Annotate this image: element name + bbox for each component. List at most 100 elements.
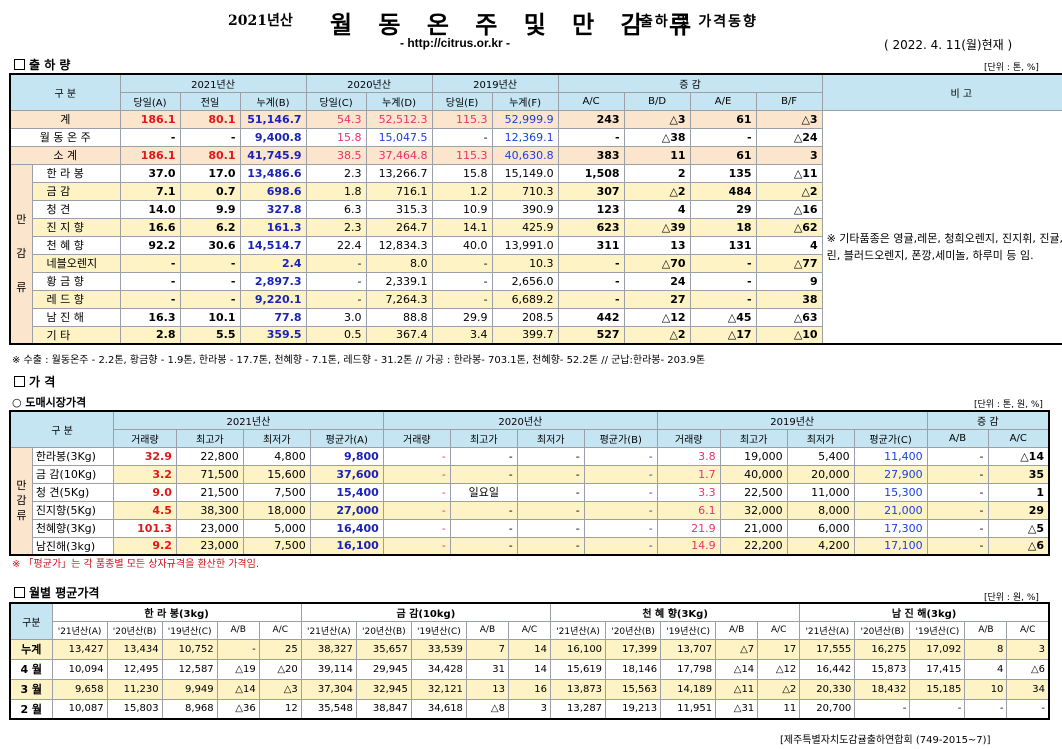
- wholesale-title: ○ 도매시장가격: [12, 396, 87, 409]
- row-label: 소 계: [9, 145, 121, 165]
- table-cell: 2.8: [119, 325, 181, 345]
- table-row: 만 감 류 한라봉(3Kg) 32.9 22,800 4,800 9,800- - - -3.8 19…: [9, 446, 1050, 556]
- group-header: 금 감(10kg): [300, 602, 552, 622]
- table-cell: 15,873: [854, 658, 911, 680]
- table-cell: 54.3: [305, 109, 367, 129]
- table-cell: 17,798: [660, 658, 717, 680]
- row-label: 한 라 봉: [31, 163, 121, 183]
- table-cell: 34,618: [410, 698, 467, 720]
- checkbox-icon: [14, 59, 25, 70]
- table-cell: 5,400: [786, 446, 855, 466]
- row-label: 청 견(5Kg): [31, 482, 114, 502]
- table-cell: △31: [715, 698, 759, 720]
- column-header: 최고가: [175, 428, 244, 448]
- table-cell: -: [431, 127, 493, 147]
- column-header: A/C: [1006, 620, 1050, 640]
- table-cell: 16,100: [309, 536, 384, 556]
- column-header: 평균가(C): [853, 428, 928, 448]
- group-header: 2019년산: [431, 73, 559, 93]
- table-row: 4 월 10,094 12,495 12,587 △19 △20 39,114 29,945 3…: [9, 658, 1050, 680]
- table-cell: △24: [755, 127, 823, 147]
- table-cell: 3: [755, 145, 823, 165]
- table-cell: 6.3: [305, 199, 367, 219]
- table-cell: 11,000: [786, 482, 855, 502]
- checkbox-icon: [14, 587, 25, 598]
- table-cell: 20,000: [786, 464, 855, 484]
- table-cell: 88.8: [365, 307, 433, 327]
- table-cell: 4: [623, 199, 691, 219]
- side-label-char: 류: [16, 509, 27, 523]
- table-row: 남 진 해 16.3 10.1 77.8 3.0 88.8 29.9 208.5 442 △12 △…: [10, 307, 1062, 327]
- column-header: 누계(B): [239, 91, 307, 111]
- table-cell: 12,495: [106, 658, 163, 680]
- table-cell: 115.3: [431, 109, 493, 129]
- table-cell: 13: [623, 235, 691, 255]
- table-cell: 6.2: [179, 217, 241, 237]
- column-header: '19년산(C): [410, 620, 467, 640]
- row-label: 누계: [9, 638, 53, 660]
- table-cell: 5,000: [242, 518, 311, 538]
- table-cell: 8.0: [365, 253, 433, 273]
- table-row: 금 감(10Kg) 3.2 71,500 15,600 37,600- - - -1.7 40,…: [10, 464, 1050, 484]
- row-label: 금 감: [31, 181, 121, 201]
- monthly-table: 구분 한 라 봉(3kg) 금 감(10kg) 천 혜 향(3Kg) 남 진 해(3kg…: [9, 602, 1050, 720]
- table-cell: 34,428: [410, 658, 467, 680]
- table-cell: -: [557, 253, 625, 273]
- price-note: ※ 「평균가」는 각 품종별 모든 상자규격을 환산한 가격임.: [12, 559, 260, 570]
- table-cell: 14,514.7: [239, 235, 307, 255]
- site-url[interactable]: - http://citrus.or.kr -: [400, 36, 511, 50]
- table-cell: -: [382, 482, 451, 502]
- table-row: 레 드 향 - -9,220.1-7,264.3-6,689.2-27-38: [10, 289, 1062, 309]
- table-cell: 18,000: [242, 500, 311, 520]
- column-header: 누계(F): [491, 91, 559, 111]
- table-cell: 115.3: [431, 145, 493, 165]
- column-header: B/D: [623, 91, 691, 111]
- table-cell: 4.5: [112, 500, 177, 520]
- table-cell: 16,400: [309, 518, 384, 538]
- table-cell: 11: [757, 698, 801, 720]
- table-cell: 3: [507, 698, 552, 720]
- column-header: 당일(A): [119, 91, 181, 111]
- table-cell: 13,427: [51, 638, 108, 660]
- table-cell: △6: [1006, 658, 1050, 680]
- table-header-row: 구분 한 라 봉(3kg) 금 감(10kg) 천 혜 향(3Kg) 남 진 해(3kg…: [9, 602, 1050, 640]
- table-cell: -: [179, 271, 241, 291]
- table-cell: 35: [987, 464, 1050, 484]
- table-cell: -: [926, 500, 989, 520]
- table-cell: △11: [755, 163, 823, 183]
- table-cell: 161.3: [239, 217, 307, 237]
- table-cell: -: [854, 698, 911, 720]
- column-header: 구 분: [9, 73, 121, 111]
- table-cell: -: [119, 127, 181, 147]
- table-cell: 33,539: [410, 638, 467, 660]
- table-cell: -: [964, 698, 1008, 720]
- table-cell: 17,100: [853, 536, 928, 556]
- table-cell: -: [382, 518, 451, 538]
- column-header: A/B: [216, 620, 260, 640]
- row-label: 남 진 해: [31, 307, 121, 327]
- table-cell: -: [926, 464, 989, 484]
- table-cell: △2: [623, 181, 691, 201]
- table-cell: 35,657: [355, 638, 412, 660]
- table-cell: -: [305, 253, 367, 273]
- table-cell: 9.2: [112, 536, 177, 556]
- table-cell: △14: [715, 658, 759, 680]
- side-label-char: 감: [16, 246, 27, 260]
- table-cell: 13,434: [106, 638, 163, 660]
- table-cell: 37,600: [309, 464, 384, 484]
- row-label: 진 지 향: [31, 217, 121, 237]
- table-cell: 3.3: [656, 482, 721, 502]
- table-cell: △6: [987, 536, 1050, 556]
- table-cell: 9,658: [51, 678, 108, 700]
- table-cell: 21,500: [175, 482, 244, 502]
- table-cell: 0.7: [179, 181, 241, 201]
- table-cell: 7,500: [242, 536, 311, 556]
- group-header: 증 감: [926, 410, 1050, 430]
- table-cell: 2.3: [305, 163, 367, 183]
- row-label: 천혜향(3Kg): [31, 518, 114, 538]
- table-header-row: 구 분 2021년산 2020년산 2019년산 증 감: [9, 410, 1050, 448]
- table-cell: 15,803: [106, 698, 163, 720]
- table-cell: 7,500: [242, 482, 311, 502]
- group-header: 남 진 해(3kg): [799, 602, 1050, 622]
- table-cell: 2,656.0: [491, 271, 559, 291]
